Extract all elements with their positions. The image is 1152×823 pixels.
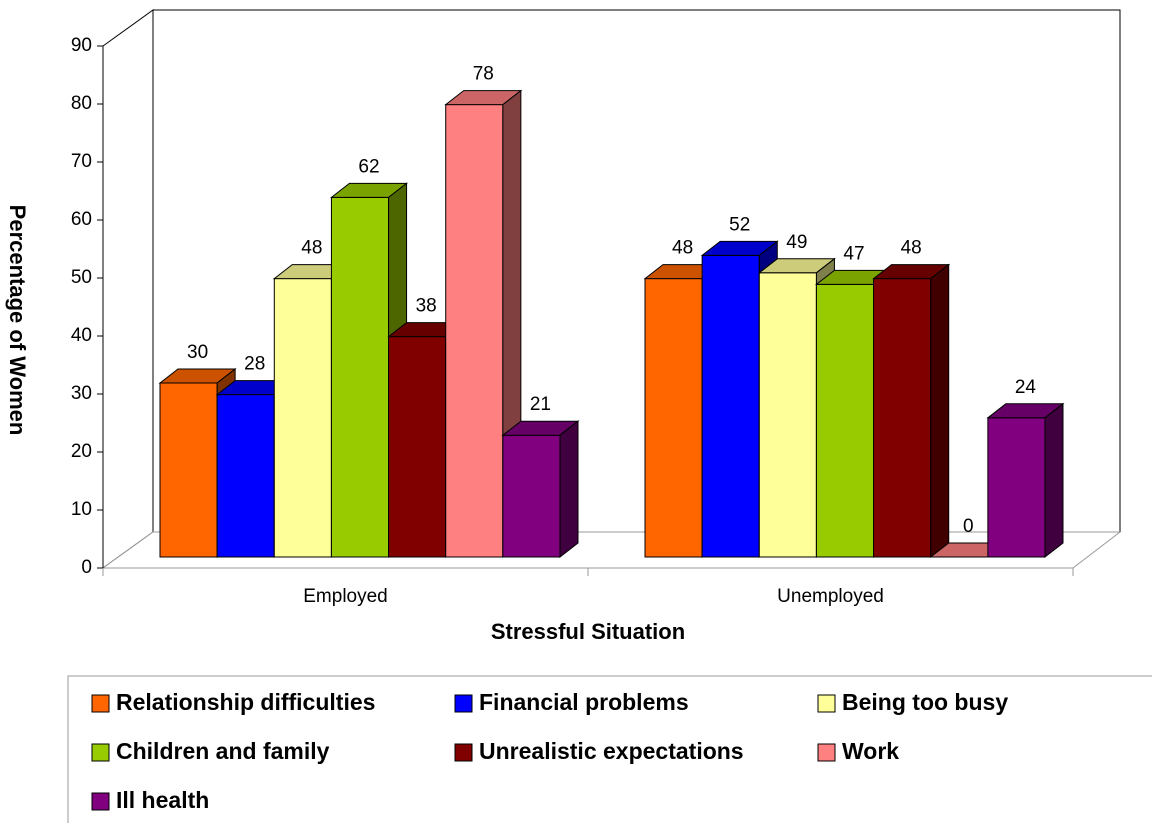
y-tick-label: 30 xyxy=(71,383,92,404)
legend-swatch xyxy=(91,792,110,811)
bar-front xyxy=(644,278,703,558)
legend-swatch xyxy=(817,743,836,762)
legend-text: Work xyxy=(842,738,899,764)
legend-text: Financial problems xyxy=(479,689,689,715)
x-axis-title: Stressful Situation xyxy=(491,619,685,644)
legend-box xyxy=(67,675,1152,823)
data-label: 21 xyxy=(530,394,551,415)
bar-side xyxy=(559,420,579,559)
y-tick-label: 70 xyxy=(71,151,92,172)
bar-front xyxy=(388,336,447,558)
y-tick-label: 10 xyxy=(71,499,92,520)
legend-swatch xyxy=(454,743,473,762)
legend-swatch xyxy=(91,743,110,762)
bar-side xyxy=(1044,402,1064,559)
y-tick-label: 80 xyxy=(71,93,92,114)
data-label: 0 xyxy=(963,516,974,537)
bar-side xyxy=(930,263,950,559)
bar-front xyxy=(815,283,875,558)
x-tick-label: Unemployed xyxy=(777,586,884,607)
y-tick-label: 40 xyxy=(71,325,92,346)
data-label: 24 xyxy=(1015,377,1037,398)
legend-text: Children and family xyxy=(116,738,330,764)
data-label: 38 xyxy=(416,296,437,317)
bar-front xyxy=(216,394,275,558)
data-label: 47 xyxy=(843,243,864,264)
data-label: 48 xyxy=(901,238,922,259)
legend-swatch xyxy=(91,694,110,713)
legend-text: Ill health xyxy=(116,787,209,813)
side-wall xyxy=(102,9,154,569)
legend-text: Being too busy xyxy=(842,689,1008,715)
bar-front xyxy=(701,254,760,558)
y-axis-title: Percentage of Women xyxy=(5,205,30,436)
legend-swatch xyxy=(817,694,836,713)
bar-front xyxy=(445,104,504,558)
data-label: 30 xyxy=(187,342,208,363)
y-tick-label: 90 xyxy=(71,35,92,56)
y-tick-label: 50 xyxy=(71,267,92,288)
data-label: 28 xyxy=(244,354,265,375)
bar-front xyxy=(273,278,332,558)
data-label: 62 xyxy=(358,156,379,177)
data-label: 49 xyxy=(786,232,807,253)
data-label: 48 xyxy=(672,238,693,259)
legend-text: Unrealistic expectations xyxy=(479,738,744,764)
bar-front xyxy=(502,434,561,558)
y-tick-label: 60 xyxy=(71,209,92,230)
data-label: 78 xyxy=(473,64,494,85)
data-label: 52 xyxy=(729,214,750,235)
bar-front xyxy=(987,417,1046,558)
legend-swatch xyxy=(454,694,473,713)
data-label: 48 xyxy=(301,238,322,259)
x-tick-label: Employed xyxy=(303,586,388,607)
legend-text: Relationship difficulties xyxy=(116,689,375,715)
bar-front xyxy=(758,272,817,558)
bar-front xyxy=(330,196,390,558)
y-tick-label: 20 xyxy=(71,441,92,462)
bar-front xyxy=(873,278,932,558)
bar-front xyxy=(159,382,218,558)
y-tick-label: 0 xyxy=(81,557,92,578)
